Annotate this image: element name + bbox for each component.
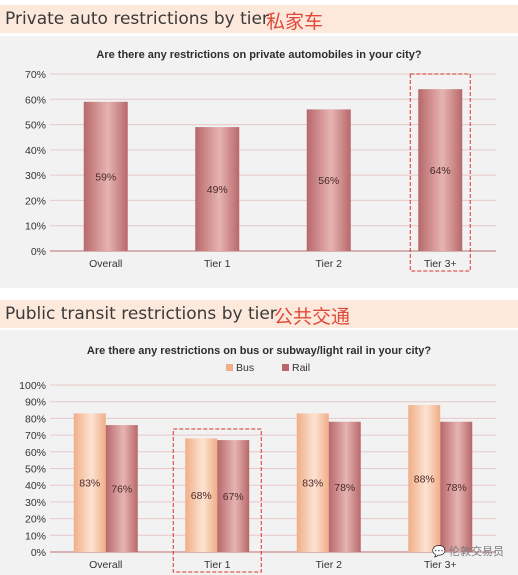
x-tick-label: Overall (89, 258, 122, 270)
bar-value (306, 109, 351, 252)
y-tick-label: 70% (25, 69, 46, 81)
private-auto-chart-panel: Are there any restrictions on private au… (0, 36, 518, 288)
private-auto-header-cn: 私家车 (266, 11, 324, 33)
y-tick-label: 10% (25, 221, 46, 233)
legend: Bus Rail (226, 362, 310, 374)
bar-value (83, 101, 128, 251)
x-tick-label: Overall (89, 559, 122, 571)
data-label: 59% (95, 171, 116, 183)
public-transit-header: Public transit restrictions by tier 公共交通 (0, 300, 518, 328)
x-tick-label: Tier 2 (316, 559, 343, 571)
y-tick-label: 10% (25, 530, 46, 542)
data-label: 64% (430, 165, 451, 177)
y-tick-label: 50% (25, 120, 46, 132)
y-tick-label: 20% (25, 195, 46, 207)
y-tick-label: 40% (25, 145, 46, 157)
data-label: 78% (334, 482, 355, 494)
highlight-box (409, 73, 471, 272)
y-tick-label: 60% (25, 447, 46, 459)
y-tick-label: 30% (25, 497, 46, 509)
wechat-icon: 💬 (432, 546, 446, 558)
data-label: 56% (318, 175, 339, 187)
y-tick-label: 90% (25, 397, 46, 409)
y-tick-label: 40% (25, 480, 46, 492)
y-tick-label: 30% (25, 170, 46, 182)
bar-bus (73, 413, 106, 552)
public-transit-header-title: Public transit restrictions by tier (5, 304, 277, 324)
x-tick-label: Tier 1 (204, 258, 231, 270)
y-tick-label: 70% (25, 430, 46, 442)
x-tick-label: Tier 3+ (424, 258, 457, 270)
x-tick-label: Tier 3+ (424, 559, 457, 571)
bar-bus (408, 405, 441, 552)
chart-title: Are there any restrictions on bus or sub… (87, 345, 431, 357)
y-tick-label: 0% (31, 246, 46, 258)
bar-rail (105, 425, 138, 552)
y-tick-label: 80% (25, 413, 46, 425)
legend-label-bus: Bus (236, 362, 254, 374)
private-auto-chart: Are there any restrictions on private au… (25, 49, 496, 272)
private-auto-header: Private auto restrictions by tier 私家车 (0, 5, 518, 33)
bar-bus (185, 438, 218, 552)
y-tick-label: 50% (25, 464, 46, 476)
y-tick-label: 60% (25, 94, 46, 106)
y-tick-label: 100% (19, 380, 46, 392)
data-label: 83% (79, 478, 100, 490)
public-transit-chart: Are there any restrictions on bus or sub… (19, 345, 496, 573)
y-tick-label: 0% (31, 547, 46, 559)
legend-label-rail: Rail (292, 362, 310, 374)
data-label: 83% (302, 478, 323, 490)
data-label: 49% (207, 184, 228, 196)
y-tick-label: 20% (25, 514, 46, 526)
public-transit-chart-panel: Are there any restrictions on bus or sub… (0, 330, 518, 575)
data-label: 78% (446, 482, 467, 494)
data-label: 88% (414, 474, 435, 486)
x-tick-label: Tier 2 (316, 258, 343, 270)
bar-rail (328, 421, 361, 552)
bar-rail (217, 440, 250, 552)
watermark-text: 伦敦交易员 (449, 546, 504, 558)
data-label: 68% (191, 490, 212, 502)
data-label: 76% (111, 484, 132, 496)
bar-rail (440, 421, 473, 552)
data-label: 67% (223, 491, 244, 503)
legend-swatch-rail (282, 364, 289, 371)
legend-swatch-bus (226, 364, 233, 371)
bar-value (418, 89, 463, 251)
bar-bus (296, 413, 329, 552)
private-auto-header-title: Private auto restrictions by tier (5, 9, 269, 29)
highlight-box (172, 428, 262, 573)
x-tick-label: Tier 1 (204, 559, 231, 571)
public-transit-header-cn: 公共交通 (274, 306, 351, 328)
watermark: 💬 伦敦交易员 (432, 543, 504, 559)
bar-value (195, 127, 240, 251)
chart-title: Are there any restrictions on private au… (96, 49, 421, 61)
